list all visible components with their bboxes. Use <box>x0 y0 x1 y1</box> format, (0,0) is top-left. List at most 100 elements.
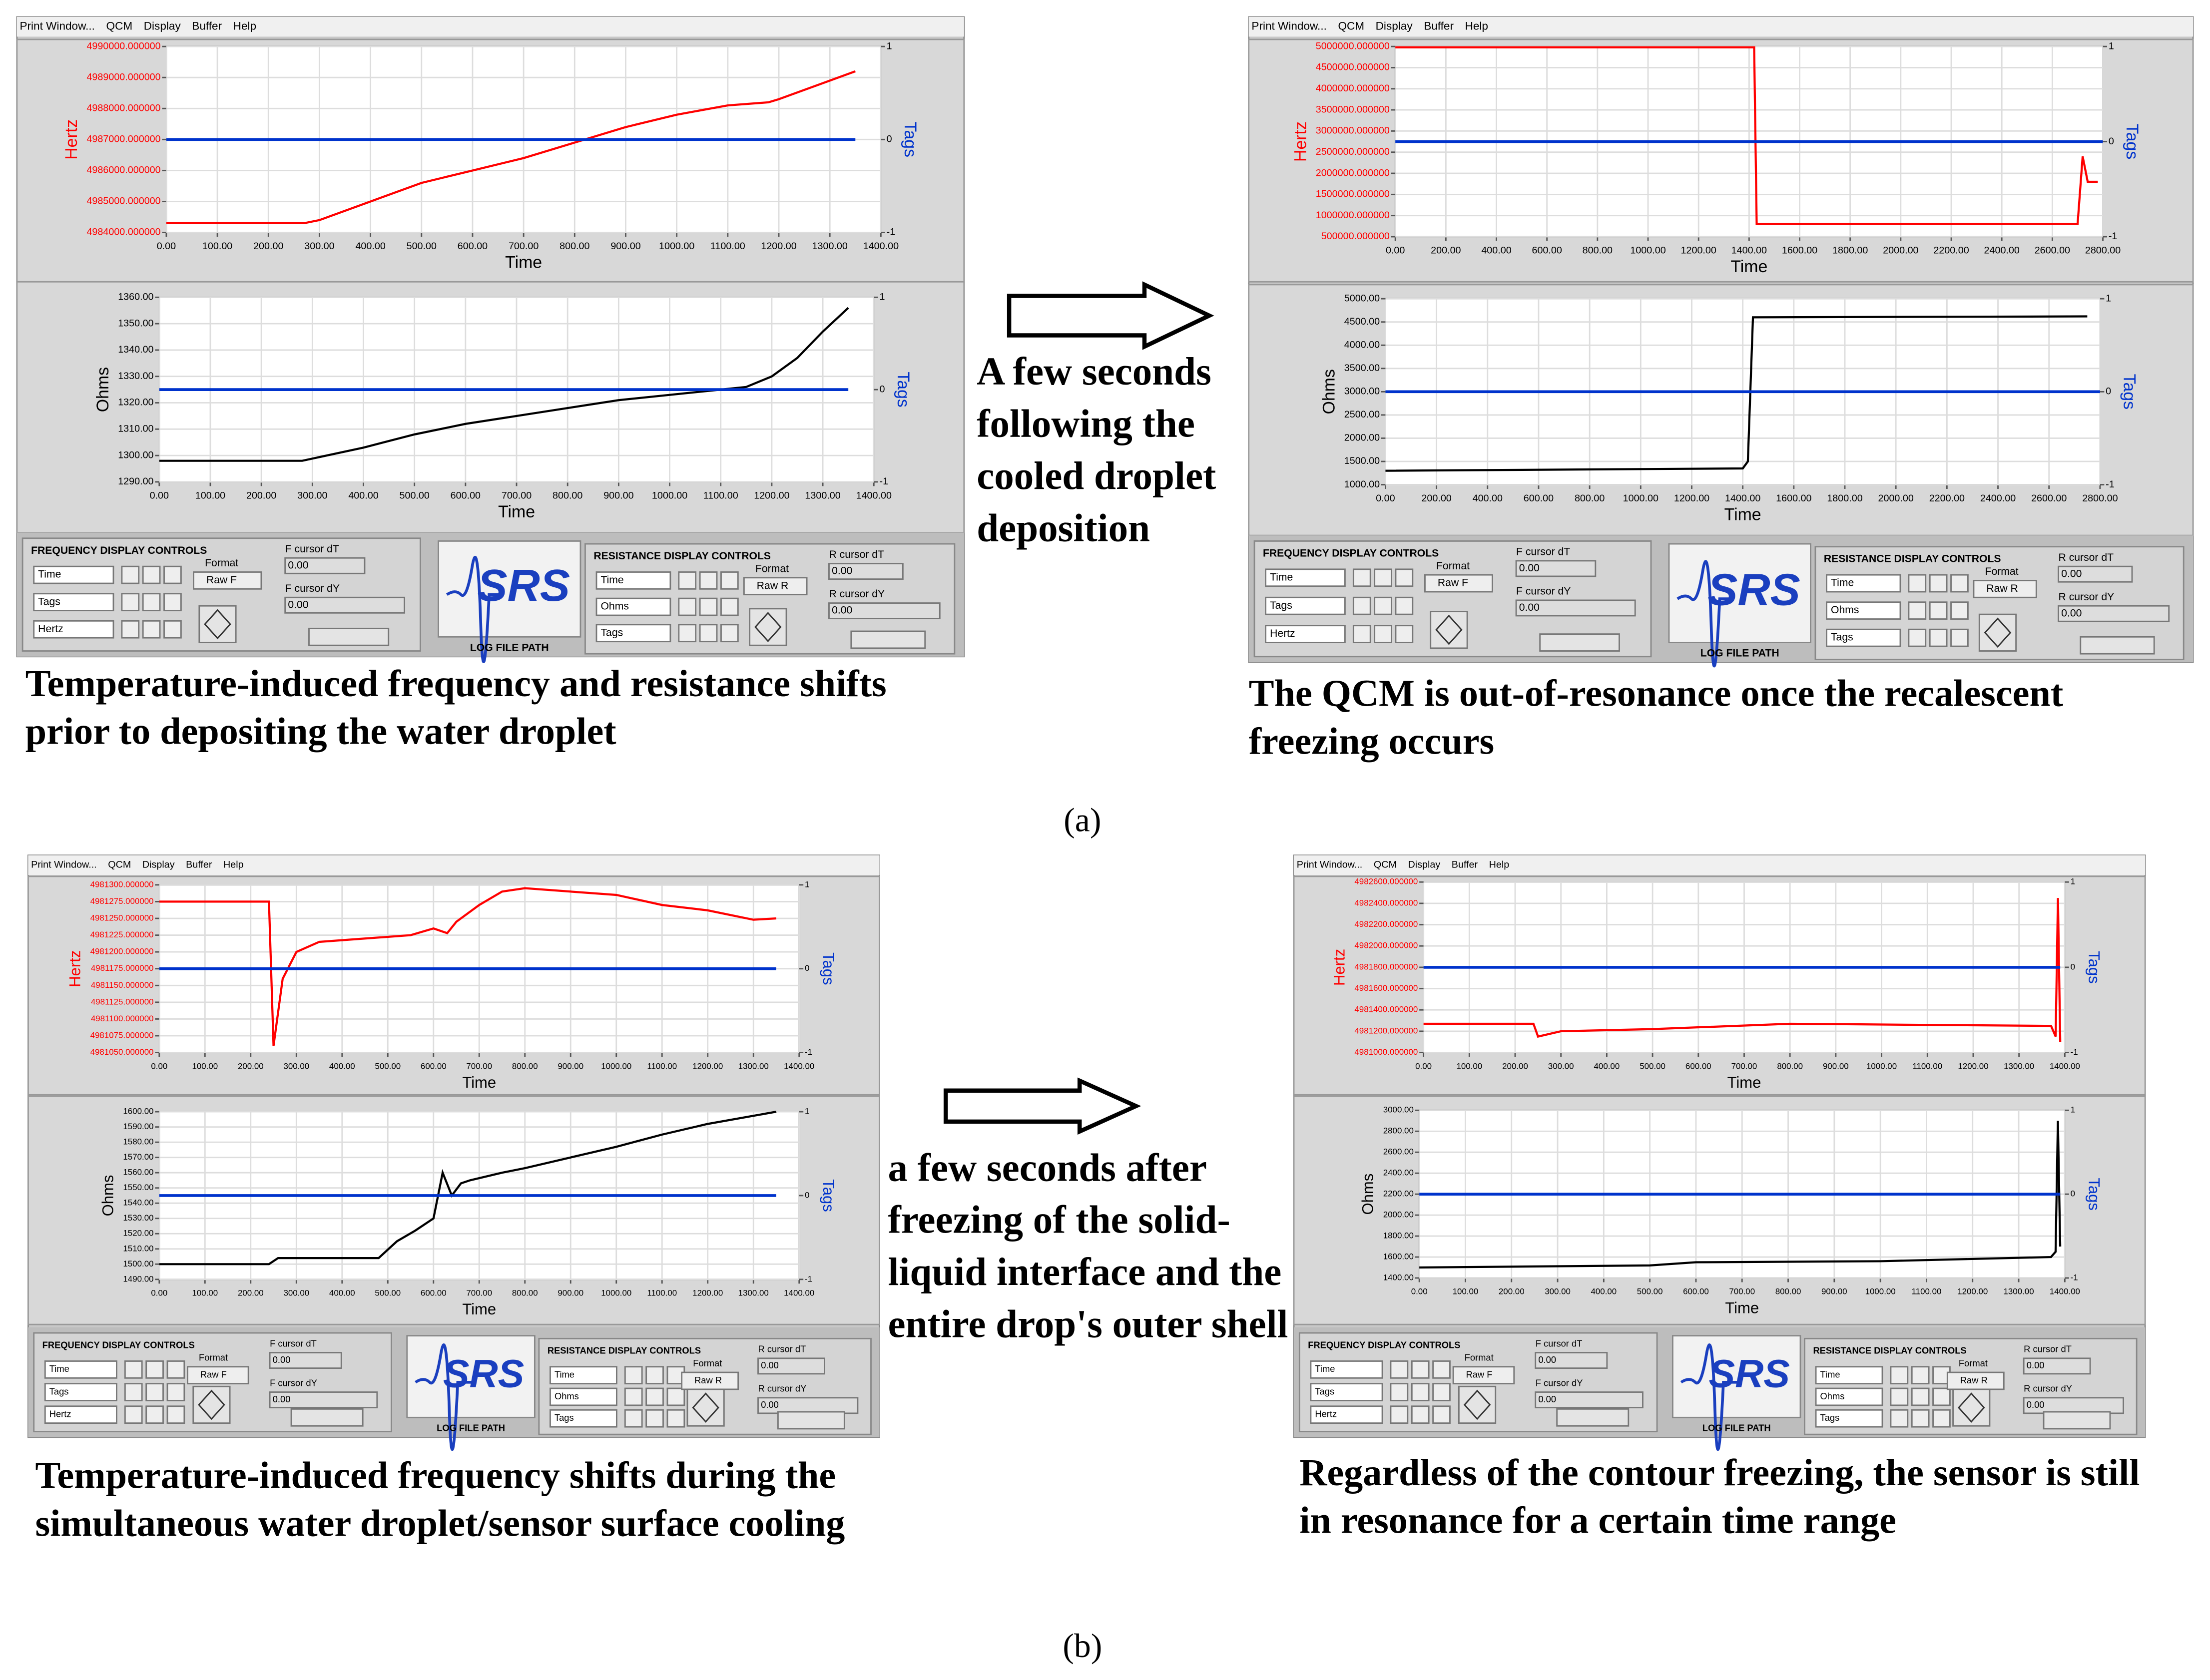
y-tick-label: 4981250.000000 <box>90 913 154 922</box>
plot-option <box>166 1405 185 1424</box>
x-tick-label: 600.00 <box>421 1061 447 1071</box>
plot-option <box>666 1409 685 1428</box>
y-tick-label: 4987000.000000 <box>86 134 160 145</box>
y-tick-label: 1590.00 <box>123 1122 153 1131</box>
x-tick-label: 1600.00 <box>1776 493 1811 504</box>
x-tick-label: 500.00 <box>375 1061 401 1071</box>
y-tick-label: 2400.00 <box>1383 1168 1414 1178</box>
y-tick-label: 1600.00 <box>123 1107 153 1116</box>
format-value: Raw F <box>1438 577 1468 589</box>
cursor-value: 0.00 <box>288 559 308 571</box>
y-tick-label: 2000.00 <box>1383 1210 1414 1220</box>
y2-axis-title: Tags <box>820 952 837 985</box>
x-tick-label: 1200.00 <box>1958 1061 1988 1071</box>
cursor-label: R cursor dT <box>2059 552 2114 563</box>
cursor-value: 0.00 <box>273 1354 291 1365</box>
x-tick-label: 1100.00 <box>647 1288 677 1298</box>
cursor-label: F cursor dY <box>1536 1377 1583 1388</box>
plot-name: Ohms <box>1831 604 1859 616</box>
plot-option <box>1950 601 1969 620</box>
plot-selector <box>33 620 114 639</box>
plot-name: Hertz <box>1270 628 1295 639</box>
nav-icon <box>1435 614 1463 645</box>
y-tick-label: 4981200.000000 <box>1354 1026 1418 1035</box>
x-tick-label: 1200.00 <box>1674 493 1709 504</box>
format-value: Raw R <box>694 1375 722 1385</box>
y-tick-label: 2500.00 <box>1344 409 1380 420</box>
menu-item: Help <box>223 859 244 870</box>
group-title: FREQUENCY DISPLAY CONTROLS <box>42 1339 195 1350</box>
x-tick-label: 800.00 <box>559 241 589 252</box>
logo-box <box>438 540 581 638</box>
y-tick-label: 1500.00 <box>1344 455 1380 466</box>
plot-selector <box>595 571 671 590</box>
logo-wave <box>1676 560 1734 668</box>
cursor-value: 0.00 <box>288 599 308 610</box>
x-tick-label: 100.00 <box>202 241 232 252</box>
logo-caption: LOG FILE PATH <box>1700 648 1779 659</box>
nav-icon <box>1957 1392 1985 1423</box>
y-tick-label: 4982600.000000 <box>1354 877 1418 886</box>
cursor-label: F cursor dY <box>285 583 340 594</box>
plot-option <box>1890 1366 1909 1385</box>
x-tick-label: 800.00 <box>1775 1287 1801 1296</box>
x-tick-label: 800.00 <box>1583 245 1613 256</box>
cursor-value: 0.00 <box>2027 1399 2045 1410</box>
cursor-label: F cursor dY <box>270 1377 317 1388</box>
x-tick-label: 1100.00 <box>710 241 745 252</box>
cursor-label: R cursor dY <box>758 1383 807 1394</box>
plot-name: Ohms <box>600 601 628 612</box>
y-tick-label: 1310.00 <box>118 423 153 434</box>
y2-tick-label: 1 <box>2071 877 2075 886</box>
plot-name: Hertz <box>38 623 63 635</box>
x-tick-label: 500.00 <box>1640 1061 1665 1071</box>
x-tick-label: 1200.00 <box>754 490 789 501</box>
x-axis-title: Time <box>462 1300 496 1318</box>
menu-item: QCM <box>1338 20 1364 32</box>
x-tick-label: 100.00 <box>1453 1287 1479 1296</box>
x-tick-label: 200.00 <box>238 1288 264 1298</box>
plot-option <box>1911 1366 1930 1385</box>
nav-icon <box>1984 617 2012 648</box>
y2-tick-label: -1 <box>887 227 896 238</box>
cursor-value: 0.00 <box>2027 1360 2045 1370</box>
plot-option <box>166 1383 185 1401</box>
format-box <box>1946 1371 2005 1390</box>
plot-selector <box>1310 1383 1383 1401</box>
cursor-box <box>2058 565 2133 583</box>
menu-item: Help <box>1465 20 1488 32</box>
y2-tick-label: 0 <box>2109 136 2114 147</box>
plot-selector <box>33 593 114 612</box>
logo: SRS <box>1709 1351 1790 1395</box>
plot-option <box>1390 1405 1409 1424</box>
y-tick-label: 3000.00 <box>1383 1105 1414 1115</box>
plot-selector <box>550 1387 617 1406</box>
y2-tick-label: 1 <box>2109 40 2114 51</box>
arrow-note: a few seconds after freezing of the soli… <box>888 1147 1288 1347</box>
x-tick-label: 1000.00 <box>652 490 687 501</box>
group-title: FREQUENCY DISPLAY CONTROLS <box>1263 547 1439 559</box>
x-tick-label: 800.00 <box>1575 493 1605 504</box>
plot-option <box>1432 1405 1451 1424</box>
format-value: Raw R <box>757 580 788 591</box>
format-box <box>1424 574 1493 593</box>
y-axis-title: Hertz <box>1291 121 1310 162</box>
plot-option <box>720 571 739 590</box>
y2-tick-label: 1 <box>805 1107 809 1116</box>
cursor-label: R cursor dY <box>2024 1383 2072 1394</box>
menu-item: Display <box>1376 20 1413 32</box>
x-tick-label: 1200.00 <box>761 241 796 252</box>
tool-buttons <box>2043 1411 2111 1430</box>
x-tick-label: 1200.00 <box>1957 1287 1988 1296</box>
cursor-box <box>828 602 941 620</box>
y2-axis-title: Tags <box>820 1179 837 1212</box>
format-value: Raw F <box>200 1369 227 1380</box>
plot-option <box>142 620 161 639</box>
plot-option <box>1395 625 1414 643</box>
plot-option <box>1929 574 1948 593</box>
x-tick-label: 200.00 <box>1431 245 1461 256</box>
x-tick-label: 1000.00 <box>1630 245 1665 256</box>
menu-item: Help <box>233 20 256 32</box>
